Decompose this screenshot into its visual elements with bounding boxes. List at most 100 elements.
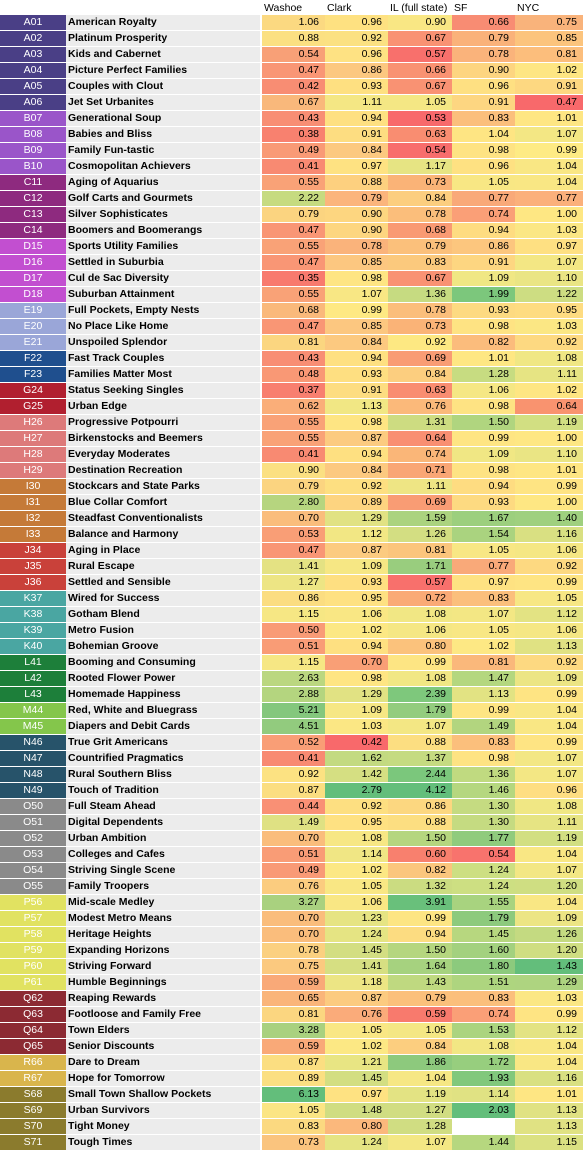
segment-name: Footloose and Family Free [66, 1007, 260, 1022]
segment-name: Urban Edge [66, 399, 260, 414]
table-row: N49 Touch of Tradition 0.87 2.79 4.12 1.46 0.9… [0, 783, 588, 799]
index-value-cell: 1.07 [515, 255, 583, 270]
index-value-cell: 1.08 [388, 607, 452, 622]
segment-name: Hope for Tomorrow [66, 1071, 260, 1086]
index-value-cell: 1.28 [388, 1119, 452, 1134]
index-value-cell: 0.99 [452, 703, 515, 718]
index-value-cell: 1.04 [515, 175, 583, 190]
table-row: N47 Countrified Pragmatics 0.41 1.62 1.37 0.9… [0, 751, 588, 767]
index-value-cell: 0.90 [388, 15, 452, 30]
segment-code: H27 [0, 431, 66, 446]
segment-code: K40 [0, 639, 66, 654]
segment-name: Aging of Aquarius [66, 175, 260, 190]
index-value-cell: 1.41 [262, 559, 325, 574]
segment-code: P57 [0, 911, 66, 926]
index-value-cell: 1.19 [515, 831, 583, 846]
index-value-cell: 1.05 [452, 175, 515, 190]
index-value-cell: 0.90 [262, 463, 325, 478]
index-value-cell: 0.35 [262, 271, 325, 286]
index-value-cell: 0.87 [262, 783, 325, 798]
index-value-cell: 1.40 [515, 511, 583, 526]
index-value-cell: 1.16 [515, 527, 583, 542]
segment-code: O52 [0, 831, 66, 846]
index-value-cell: 1.06 [388, 623, 452, 638]
index-value-cell: 1.15 [262, 655, 325, 670]
index-value-cell: 1.53 [452, 1023, 515, 1038]
index-value-cell: 0.47 [262, 319, 325, 334]
index-value-cell: 1.06 [325, 895, 388, 910]
column-header: NYC [517, 2, 540, 14]
index-value-cell: 3.28 [262, 1023, 325, 1038]
index-value-cell: 1.12 [515, 607, 583, 622]
index-value-cell: 0.55 [262, 175, 325, 190]
segment-name: True Grit Americans [66, 735, 260, 750]
index-value-cell: 0.54 [388, 143, 452, 158]
index-value-cell: 0.81 [388, 543, 452, 558]
segment-name: Suburban Attainment [66, 287, 260, 302]
index-value-cell: 0.86 [388, 799, 452, 814]
index-value-cell: 0.86 [325, 63, 388, 78]
segment-name: Booming and Consuming [66, 655, 260, 670]
column-header: IL (full state) [390, 2, 448, 14]
segment-code: A01 [0, 15, 66, 30]
table-row: S70 Tight Money 0.83 0.80 1.28 1.13 [0, 1119, 588, 1135]
segment-name: Urban Ambition [66, 831, 260, 846]
index-value-cell: 1.03 [325, 719, 388, 734]
index-value-cell: 0.79 [388, 991, 452, 1006]
index-value-cell: 0.93 [452, 495, 515, 510]
index-value-cell: 0.83 [388, 255, 452, 270]
segment-name: Touch of Tradition [66, 783, 260, 798]
index-value-cell: 2.80 [262, 495, 325, 510]
column-header: Clark [327, 2, 352, 14]
index-value-cell: 0.47 [262, 223, 325, 238]
index-value-cell: 1.05 [388, 95, 452, 110]
index-value-cell: 0.95 [325, 591, 388, 606]
segment-name: Rooted Flower Power [66, 671, 260, 686]
index-value-cell: 1.07 [515, 863, 583, 878]
index-value-cell: 0.59 [388, 1007, 452, 1022]
table-row: N46 True Grit Americans 0.52 0.42 0.88 0.83 0.… [0, 735, 588, 751]
index-value-cell: 0.64 [515, 399, 583, 414]
index-value-cell: 1.10 [515, 447, 583, 462]
index-value-cell: 1.09 [515, 911, 583, 926]
index-value-cell: 1.09 [452, 271, 515, 286]
index-value-cell: 0.63 [388, 127, 452, 142]
table-row: S69 Urban Survivors 1.05 1.48 1.27 2.03 1.13 [0, 1103, 588, 1119]
index-value-cell: 1.04 [515, 159, 583, 174]
segment-code: D18 [0, 287, 66, 302]
table-row: D17 Cul de Sac Diversity 0.35 0.98 0.67 1.09 1… [0, 271, 588, 287]
index-value-cell: 1.71 [388, 559, 452, 574]
index-value-cell: 0.98 [452, 463, 515, 478]
index-value-cell: 1.05 [452, 543, 515, 558]
index-value-cell: 0.57 [388, 47, 452, 62]
index-value-cell: 1.13 [452, 687, 515, 702]
index-value-cell: 0.73 [388, 319, 452, 334]
index-value-cell: 0.70 [262, 511, 325, 526]
index-value-cell: 0.98 [452, 751, 515, 766]
table-row: M45 Diapers and Debit Cards 4.51 1.03 1.07 1.… [0, 719, 588, 735]
index-value-cell: 1.32 [388, 879, 452, 894]
index-value-cell: 0.51 [262, 639, 325, 654]
index-value-cell: 1.03 [515, 319, 583, 334]
index-value-cell: 0.41 [262, 159, 325, 174]
table-row: B07 Generational Soup 0.43 0.94 0.53 0.83 1.01 [0, 111, 588, 127]
index-value-cell: 2.44 [388, 767, 452, 782]
index-value-cell: 1.15 [262, 607, 325, 622]
index-value-cell: 1.37 [388, 751, 452, 766]
index-value-cell: 1.09 [325, 703, 388, 718]
table-row: O54 Striving Single Scene 0.49 1.02 0.82 1.24… [0, 863, 588, 879]
segment-name: Rural Southern Bliss [66, 767, 260, 782]
index-value-cell: 1.13 [515, 1119, 583, 1134]
index-value-cell: 1.05 [325, 879, 388, 894]
segment-name: Gotham Blend [66, 607, 260, 622]
index-value-cell: 3.91 [388, 895, 452, 910]
index-value-cell: 1.12 [515, 1023, 583, 1038]
index-value-cell: 0.50 [262, 623, 325, 638]
segment-name: Senior Discounts [66, 1039, 260, 1054]
segment-code: C13 [0, 207, 66, 222]
index-value-cell: 0.79 [262, 207, 325, 222]
index-value-cell: 0.99 [515, 143, 583, 158]
index-value-cell: 0.41 [262, 447, 325, 462]
index-value-cell: 1.24 [325, 927, 388, 942]
index-value-cell: 1.19 [388, 1087, 452, 1102]
